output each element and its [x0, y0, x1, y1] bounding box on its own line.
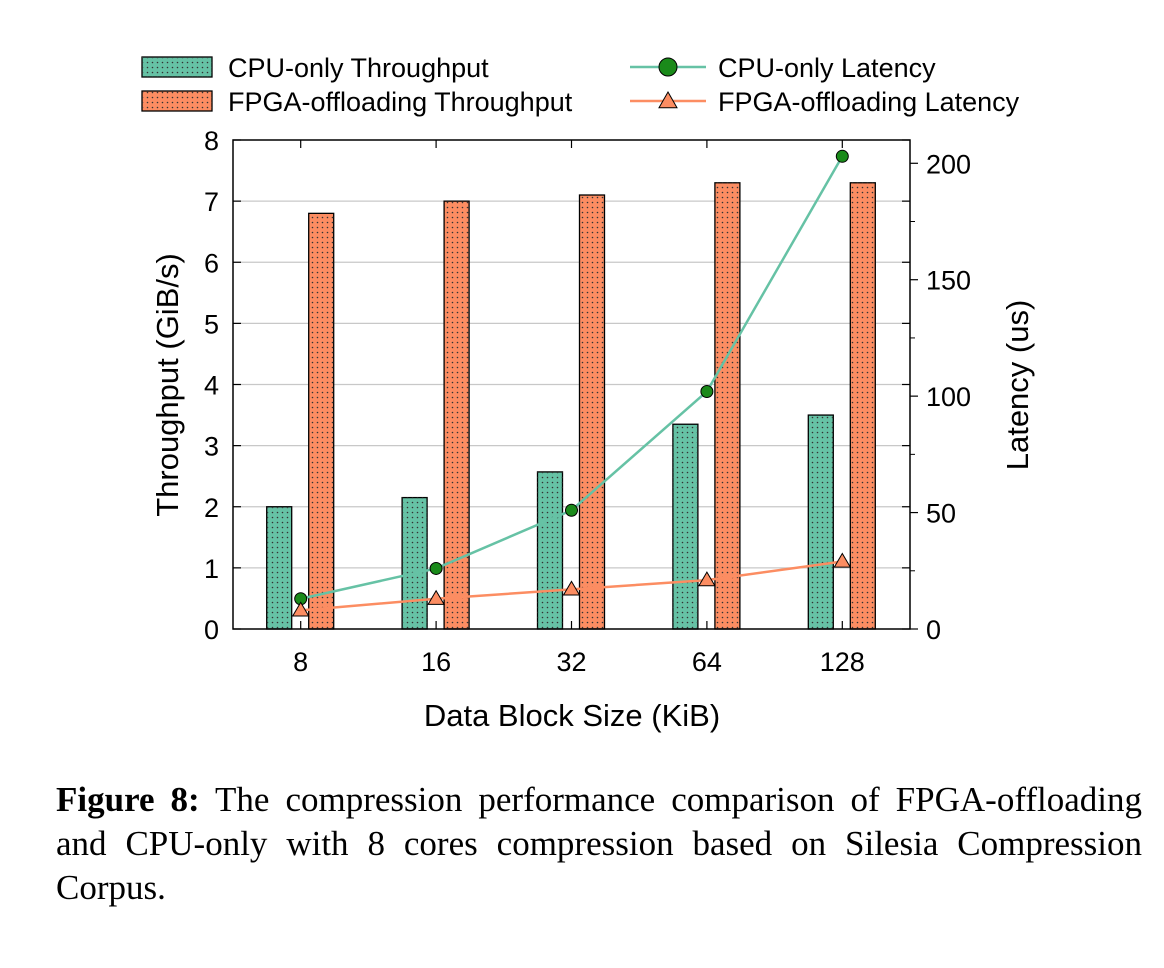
bar-cpu-throughput	[672, 423, 699, 630]
y-tick-label: 0	[204, 615, 219, 645]
x-tick-label: 128	[820, 647, 865, 677]
y-right-tick-label: 150	[926, 266, 971, 296]
grid-lines	[233, 200, 910, 569]
legend-label-fpga-latency: FPGA-offloading Latency	[718, 87, 1020, 117]
legend-marker-fpga-latency	[658, 90, 678, 109]
x-tick-label: 16	[421, 647, 451, 677]
y-tick-label: 3	[204, 432, 219, 462]
legend-label-cpu-throughput: CPU-only Throughput	[228, 53, 489, 83]
bar-cpu-throughput	[807, 414, 834, 630]
y-axis-label: Throughput (GiB/s)	[150, 253, 185, 517]
point-fpga-latency	[562, 580, 581, 596]
bar-fpga-throughput	[308, 212, 335, 630]
y-tick-label: 8	[204, 126, 219, 156]
y-right-tick-label: 200	[926, 149, 971, 179]
point-fpga-latency	[427, 589, 445, 605]
legend-swatch-texture	[142, 91, 212, 111]
bars	[266, 182, 876, 630]
y-tick-label: 4	[204, 371, 219, 401]
x-tick-label: 8	[293, 647, 308, 677]
y-axis-right-label: Latency (us)	[1000, 300, 1035, 471]
caption-text: The compression performance comparison o…	[56, 780, 1142, 907]
point-cpu-latency	[565, 503, 578, 517]
bar-fpga-throughput	[443, 200, 470, 630]
point-fpga-latency	[833, 552, 852, 568]
y-right-tick-label: 100	[926, 382, 971, 412]
y-tick-label: 2	[204, 493, 219, 523]
bar-fpga-throughput	[849, 182, 876, 630]
x-tick-label: 64	[692, 647, 722, 677]
bar-cpu-throughput	[536, 471, 564, 630]
x-axis-label: Data Block Size (KiB)	[424, 698, 720, 733]
legend-marker-cpu-latency	[658, 57, 678, 77]
point-fpga-latency	[291, 601, 310, 617]
point-cpu-latency	[700, 384, 714, 398]
legend: CPU-only Throughput FPGA-offloading Throu…	[141, 53, 1020, 117]
legend-swatch-texture	[142, 57, 212, 77]
y-tick-label: 6	[204, 248, 219, 278]
figure-label: Figure 8:	[56, 780, 200, 819]
chart: CPU-only Throughput FPGA-offloading Throu…	[141, 53, 1035, 733]
line-cpu-latency	[300, 155, 844, 600]
point-cpu-latency	[429, 561, 443, 575]
latency-lines	[291, 149, 852, 617]
figure-caption: Figure 8: The compression performance co…	[56, 778, 1142, 910]
bar-fpga-throughput	[578, 194, 606, 630]
x-tick-label: 32	[556, 647, 586, 677]
point-cpu-latency	[835, 149, 849, 163]
legend-label-cpu-latency: CPU-only Latency	[718, 53, 936, 83]
y-right-tick-label: 0	[926, 615, 941, 645]
bar-fpga-throughput	[714, 182, 741, 630]
axes: 0 1 2 3 4 5 6 7 8 0 50 100 150 200 8 16 32 64 128	[204, 126, 971, 677]
point-fpga-latency	[698, 571, 716, 587]
y-right-tick-label: 50	[926, 499, 956, 529]
y-tick-label: 5	[204, 309, 219, 339]
bar-cpu-throughput	[401, 496, 428, 630]
legend-label-fpga-throughput: FPGA-offloading Throughput	[228, 87, 573, 117]
bar-cpu-throughput	[266, 506, 293, 630]
y-tick-label: 1	[204, 554, 219, 584]
plot-frame	[232, 139, 911, 630]
y-tick-label: 7	[204, 187, 219, 217]
